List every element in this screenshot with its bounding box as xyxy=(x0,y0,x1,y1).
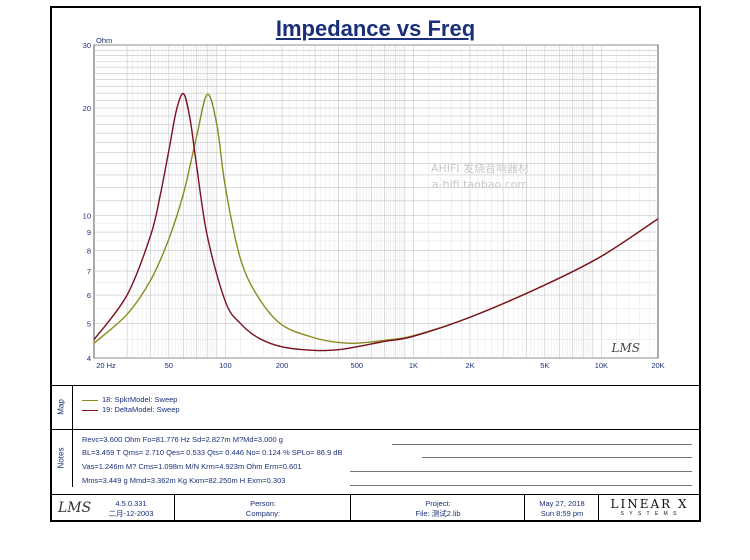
footer-company: Company: xyxy=(175,509,351,519)
notes-panel: Notes Revc=3.600 Ohm Fo=81.776 Hz Sd=2.8… xyxy=(50,428,701,487)
footer-brand-sub: S Y S T E M S xyxy=(599,511,700,518)
note-rule-4 xyxy=(350,485,692,486)
footer-time: Sun 8:59 pm xyxy=(525,509,599,519)
note-line-2: BL=3.459 T Qms= 2.710 Qes= 0.533 Qts= 0… xyxy=(82,448,342,457)
x-tick-label: 5K xyxy=(540,361,549,370)
note-rule-1 xyxy=(392,444,692,445)
notes-label: Notes xyxy=(57,447,66,468)
note-line-3: Vas=1.246m M? Cms=1.098m M/N Krm=4.923m … xyxy=(82,462,302,471)
x-tick-label: 1K xyxy=(409,361,418,370)
note-rule-3 xyxy=(350,471,692,472)
footer-brand: LINEAR X xyxy=(599,498,700,511)
legend-text-1: 18: SpkrModel: Sweep xyxy=(102,395,177,404)
watermark-line-2: a-hifi.taobao.com xyxy=(432,178,528,191)
footer-person-cell: Person: Company: xyxy=(174,495,351,522)
footer-project-cell: Project: File: 测试2.lib xyxy=(350,495,525,522)
x-tick-label: 200 xyxy=(276,361,289,370)
footer-project: Project: xyxy=(351,499,525,509)
footer-lms-logo: LMS xyxy=(58,500,91,516)
y-axis-unit: Ohm xyxy=(96,36,112,45)
y-tick-label: 10 xyxy=(83,212,91,221)
y-tick-label: 9 xyxy=(87,228,91,237)
footer-brand-cell: LINEAR X S Y S T E M S xyxy=(598,495,700,522)
plot-area xyxy=(94,45,658,358)
y-tick-label: 30 xyxy=(83,41,91,50)
legend-text-2: 19: DeltaModel: Sweep xyxy=(102,405,180,414)
y-tick-label: 4 xyxy=(87,354,91,363)
footer-date: May 27, 2018 xyxy=(525,499,599,509)
footer-version: 4.5.0.331 xyxy=(88,499,174,509)
x-tick-label: 20 Hz xyxy=(96,361,116,370)
y-tick-label: 20 xyxy=(83,104,91,113)
footer-date-cell: May 27, 2018 Sun 8:59 pm xyxy=(524,495,599,522)
legend-entry-2: 19: DeltaModel: Sweep xyxy=(82,405,180,414)
lms-plot-mark: LMS xyxy=(611,341,640,355)
y-tick-label: 8 xyxy=(87,246,91,255)
note-line-4: Mms=3.449 g Mmd=3.362m Kg Kxm=82.250m H … xyxy=(82,476,285,485)
x-tick-label: 500 xyxy=(351,361,364,370)
note-rule-2 xyxy=(422,457,692,458)
x-tick-label: 50 xyxy=(165,361,173,370)
y-tick-label: 6 xyxy=(87,291,91,300)
x-tick-label: 10K xyxy=(595,361,608,370)
map-panel: Map 18: SpkrModel: Sweep 19: DeltaModel:… xyxy=(50,385,701,428)
legend-swatch-2 xyxy=(82,410,98,411)
legend-entry-1: 18: SpkrModel: Sweep xyxy=(82,395,177,404)
footer-file: File: 测试2.lib xyxy=(351,509,525,519)
notes-label-cell: Notes xyxy=(50,428,73,487)
x-tick-label: 20K xyxy=(651,361,664,370)
note-line-1: Revc=3.600 Ohm Fo=81.776 Hz Sd=2.827m M?… xyxy=(82,435,283,444)
y-tick-label: 7 xyxy=(87,267,91,276)
footer-version-cell: 4.5.0.331 二月-12-2003 xyxy=(88,495,174,522)
legend-swatch-1 xyxy=(82,400,98,401)
footer-person: Person: xyxy=(175,499,351,509)
x-tick-label: 2K xyxy=(465,361,474,370)
x-tick-label: 100 xyxy=(219,361,232,370)
map-label: Map xyxy=(57,399,66,415)
footer-bar: LMS 4.5.0.331 二月-12-2003 Person: Company… xyxy=(50,494,701,523)
map-label-cell: Map xyxy=(50,385,73,428)
y-tick-label: 5 xyxy=(87,319,91,328)
watermark-line-1: AHIFI 发烧音响器材 xyxy=(431,161,529,175)
footer-build-date: 二月-12-2003 xyxy=(88,509,174,519)
